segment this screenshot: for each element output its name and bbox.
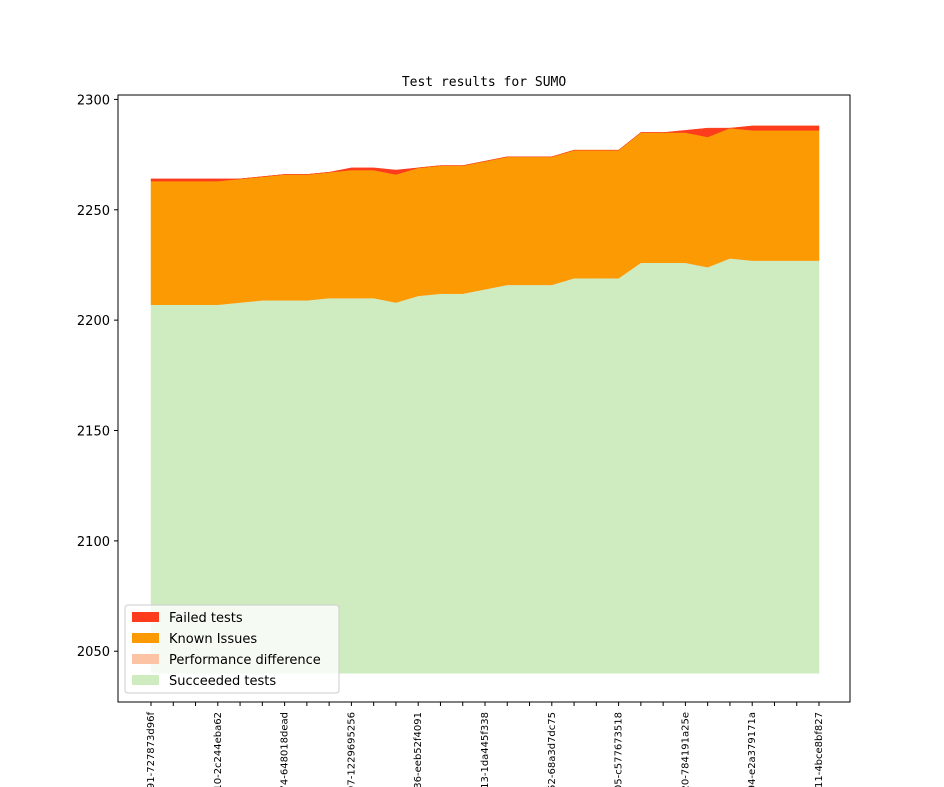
- legend-swatch-failed-tests: [132, 612, 159, 622]
- y-tick-label: 2150: [77, 425, 110, 440]
- x-tick-label: 94-e2a379171a: [747, 712, 758, 787]
- x-tick-label: 13-1da445f338: [480, 712, 491, 787]
- x-tick-label: 20-784191a25e: [680, 712, 691, 787]
- legend-box: [124, 604, 340, 694]
- legend-label-performance-difference: Performance difference: [169, 653, 321, 668]
- legend-label-failed-tests: Failed tests: [169, 611, 243, 626]
- y-tick-label: 2050: [77, 645, 110, 660]
- x-tick-label: 10-2c244eba62: [213, 712, 224, 787]
- y-tick-label: 2300: [77, 93, 110, 108]
- legend-swatch-succeeded-tests: [132, 675, 159, 685]
- plot-frame: [117, 94, 851, 703]
- chart-title: Test results for SUMO: [402, 75, 567, 90]
- stacked-areas: [150, 125, 820, 674]
- x-tick-label: 11-4bce8bf827: [814, 712, 825, 787]
- x-axis: 91-727873d96f 10-2c244eba62 74-648018dead 9…: [146, 702, 825, 787]
- legend-swatch-performance-difference: [132, 654, 159, 664]
- x-tick-label: 52-68a3d7dc75: [547, 712, 558, 787]
- legend-label-succeeded-tests: Succeeded tests: [169, 674, 276, 689]
- area-failed-tests: [150, 125, 820, 182]
- legend-swatch-known-issues: [132, 633, 159, 643]
- x-tick-label: 05-c577673518: [614, 712, 625, 787]
- x-tick-label: 36-eeb52f4091: [413, 712, 424, 787]
- x-tick-label: 74-648018dead: [280, 712, 291, 787]
- legend-label-known-issues: Known Issues: [169, 632, 257, 647]
- y-tick-label: 2200: [77, 314, 110, 329]
- y-tick-label: 2250: [77, 204, 110, 219]
- y-tick-label: 2100: [77, 535, 110, 550]
- legend: Failed tests Known Issues Performance diff…: [124, 604, 340, 694]
- y-axis: 2050 2100 2150 2200 2250 2300: [77, 93, 118, 660]
- x-tick-label: 91-727873d96f: [146, 712, 157, 787]
- x-tick-label: 97-1229695256: [346, 712, 357, 787]
